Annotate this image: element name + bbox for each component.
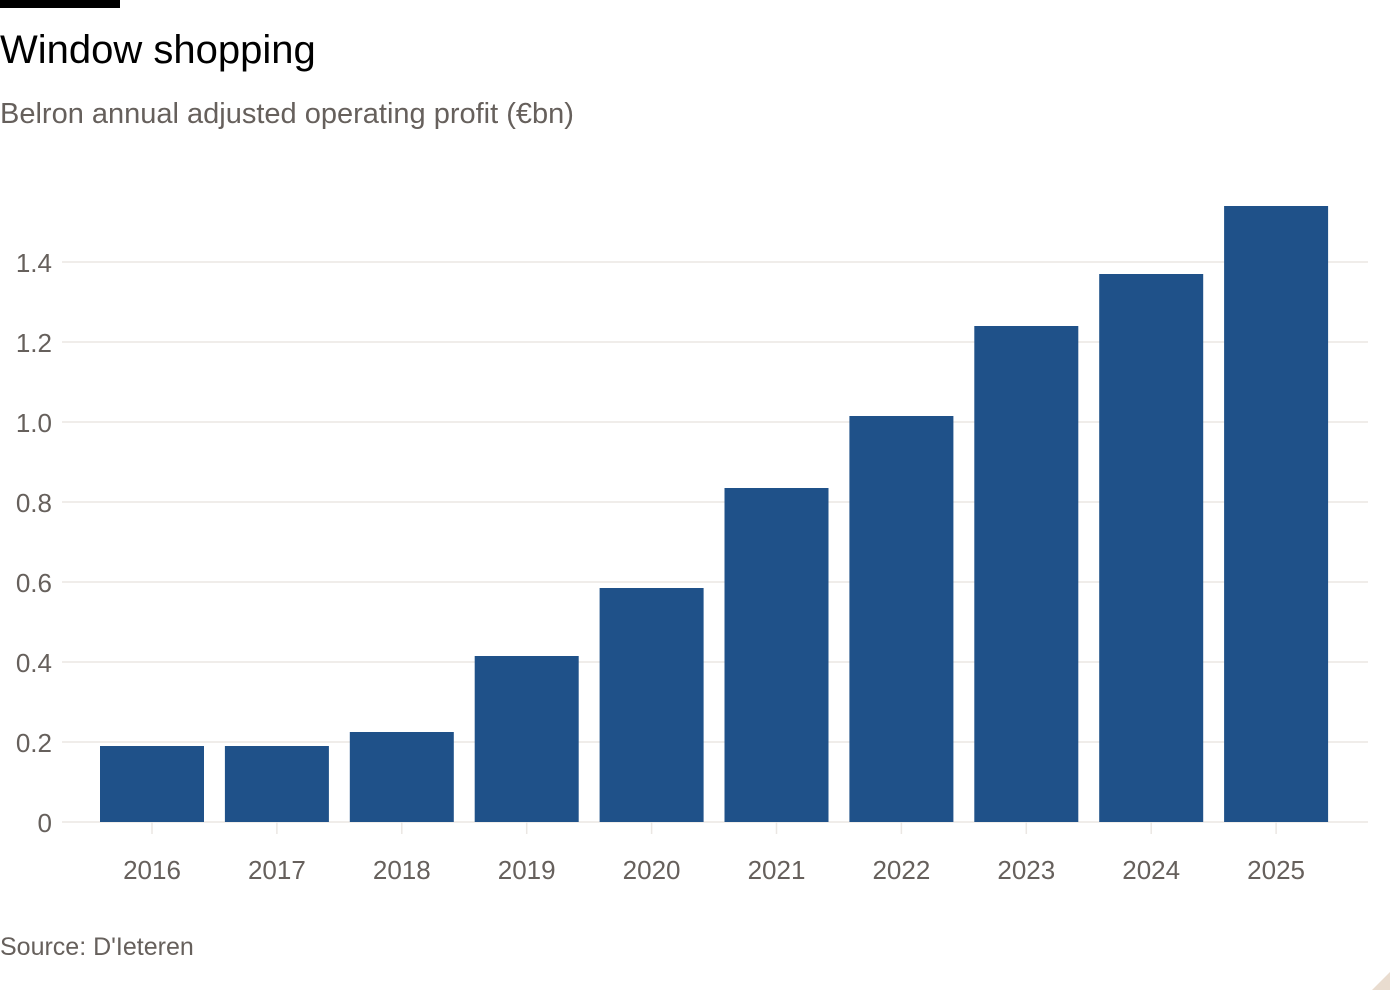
- x-tick-label: 2019: [498, 855, 556, 885]
- x-tick-label: 2020: [623, 855, 681, 885]
- x-tick-label: 2025: [1247, 855, 1305, 885]
- x-tick-label: 2024: [1122, 855, 1180, 885]
- bars: [100, 206, 1329, 822]
- bar-2018: [349, 732, 454, 822]
- x-tick-label: 2023: [997, 855, 1055, 885]
- bar-2019: [474, 656, 579, 822]
- corner-fold-icon: [1372, 972, 1390, 990]
- grid-lines: [62, 261, 1368, 823]
- y-tick-label: 0.2: [16, 728, 52, 758]
- x-tick-label: 2017: [248, 855, 306, 885]
- chart-title: Window shopping: [0, 28, 316, 72]
- bar-2022: [849, 416, 954, 822]
- x-axis-ticks: 2016 2017 2018 2019 2020 2021 2022 2023 2024 2025: [123, 822, 1305, 885]
- y-tick-label: 0.4: [16, 648, 52, 678]
- brand-top-rule: [0, 0, 120, 8]
- bar-2025: [1224, 206, 1329, 822]
- y-tick-label: 1.0: [16, 408, 52, 438]
- y-axis-ticks: 0 0.2 0.4 0.6 0.8 1.0 1.2 1.4: [16, 248, 52, 838]
- source-note: Source: D'Ieteren: [0, 933, 194, 961]
- y-tick-label: 0.6: [16, 568, 52, 598]
- x-tick-label: 2021: [748, 855, 806, 885]
- x-tick-label: 2018: [373, 855, 431, 885]
- bar-2024: [1099, 274, 1204, 822]
- bar-2017: [224, 746, 329, 822]
- bar-chart: 00.20.40.60.81.01.21.4 2016 2017 2018 2019 2…: [16, 206, 1368, 885]
- bar-2021: [724, 488, 829, 822]
- y-tick-label: 0: [38, 808, 52, 838]
- x-tick-label: 2022: [872, 855, 930, 885]
- y-tick-label: 0.8: [16, 488, 52, 518]
- bar-2020: [599, 588, 704, 822]
- bar-2023: [974, 326, 1079, 822]
- bar-2016: [100, 746, 204, 822]
- x-tick-label: 2016: [123, 855, 181, 885]
- y-tick-label: 1.2: [16, 328, 52, 358]
- chart-subtitle: Belron annual adjusted operating profit …: [0, 98, 574, 130]
- y-tick-label: 1.4: [16, 248, 52, 278]
